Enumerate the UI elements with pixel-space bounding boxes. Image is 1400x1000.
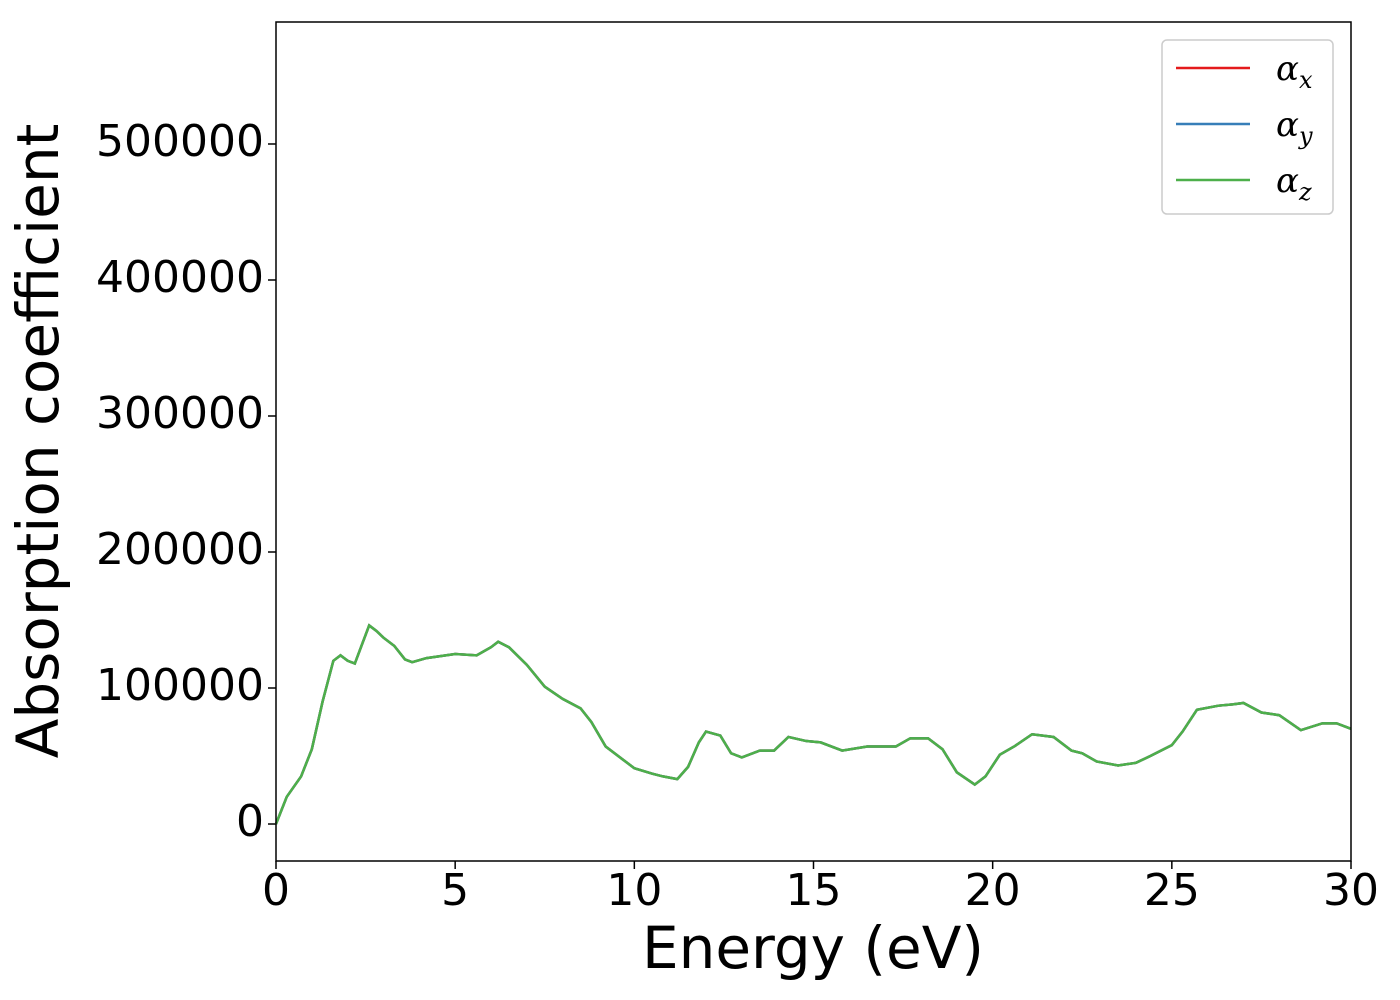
x-tick-label: 15	[786, 865, 842, 916]
series-line	[274, 623, 1352, 825]
x-tick-label: 25	[1144, 865, 1200, 916]
x-tick-label: 5	[441, 865, 469, 916]
legend-label: αy	[1276, 105, 1313, 150]
legend-box	[1161, 39, 1334, 215]
legend-label: αx	[1276, 49, 1313, 94]
y-tick-label: 300000	[96, 388, 264, 439]
y-tick-label: 500000	[96, 116, 264, 167]
x-tick-label: 0	[262, 865, 290, 916]
x-axis-label: Energy (eV)	[642, 914, 984, 982]
y-tick-label: 100000	[96, 660, 264, 711]
y-axis-label: Absorption coefficient	[4, 124, 72, 759]
y-tick-label: 0	[236, 796, 264, 847]
y-tick-label: 400000	[96, 252, 264, 303]
legend: αx αy αz	[1161, 39, 1334, 215]
x-tick-label: 30	[1323, 865, 1379, 916]
legend-label: αz	[1276, 161, 1312, 206]
plot-frame	[275, 21, 1352, 862]
y-tick-label: 200000	[96, 524, 264, 575]
x-tick-label: 20	[965, 865, 1021, 916]
x-tick-label: 10	[606, 865, 662, 916]
